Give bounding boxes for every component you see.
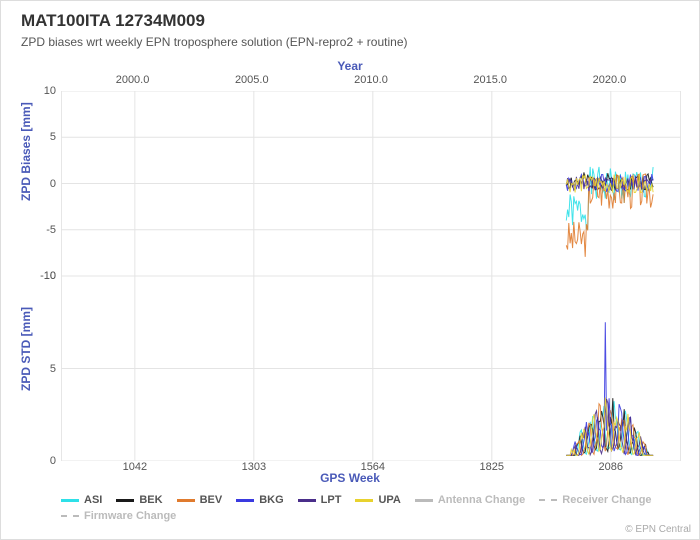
- y2-tick: 10: [44, 270, 56, 282]
- top-tick: 2015.0: [473, 74, 507, 86]
- chart-svg: [61, 91, 681, 461]
- legend-swatch: [298, 499, 316, 502]
- top-axis-label: Year: [337, 59, 362, 73]
- legend-swatch: [61, 499, 79, 502]
- legend-label: Receiver Change: [562, 494, 651, 506]
- top-tick: 2020.0: [593, 74, 627, 86]
- legend-item-change: Antenna Change: [415, 494, 525, 506]
- y1-tick: -5: [46, 224, 56, 236]
- bottom-tick: 1042: [123, 461, 147, 473]
- legend-swatch: [415, 499, 433, 502]
- legend: ASI BEK BEV BKG LPT UPA Antenna Change Receiver…: [61, 494, 681, 522]
- top-ticks: 2000.0 2005.0 2010.0 2015.0 2020.0: [61, 74, 681, 89]
- bottom-ticks: 1042 1303 1564 1825 2086: [61, 461, 681, 476]
- top-tick: 2010.0: [354, 74, 388, 86]
- legend-label: BEV: [200, 494, 223, 506]
- legend-swatch: [539, 499, 557, 501]
- legend-item-bek: BEK: [116, 494, 162, 506]
- subtitle: ZPD biases wrt weekly EPN troposphere so…: [21, 35, 408, 49]
- legend-swatch: [177, 499, 195, 502]
- y1-tick: 0: [50, 178, 56, 190]
- legend-label: LPT: [321, 494, 342, 506]
- legend-label: Antenna Change: [438, 494, 525, 506]
- legend-item-lpt: LPT: [298, 494, 342, 506]
- chart-container: MAT100ITA 12734M009 ZPD biases wrt weekl…: [0, 0, 700, 540]
- bottom-tick: 1564: [361, 461, 385, 473]
- legend-swatch: [355, 499, 373, 502]
- legend-item-bev: BEV: [177, 494, 223, 506]
- legend-swatch: [116, 499, 134, 502]
- y1-tick: 5: [50, 131, 56, 143]
- y2-tick: 0: [50, 455, 56, 467]
- chart-area: [61, 91, 681, 461]
- legend-swatch: [236, 499, 254, 502]
- y2-tick: 5: [50, 363, 56, 375]
- bottom-tick: 1303: [242, 461, 266, 473]
- legend-label: Firmware Change: [84, 510, 176, 522]
- bottom-tick: 1825: [480, 461, 504, 473]
- top-tick: 2000.0: [116, 74, 150, 86]
- y1-tick: 10: [44, 85, 56, 97]
- y-ticks: -10-505100510: [1, 91, 56, 461]
- legend-label: BEK: [139, 494, 162, 506]
- page-title: MAT100ITA 12734M009: [21, 11, 205, 31]
- bottom-tick: 2086: [599, 461, 623, 473]
- legend-item-bkg: BKG: [236, 494, 283, 506]
- legend-item-change: Receiver Change: [539, 494, 651, 506]
- legend-swatch: [61, 515, 79, 517]
- legend-label: ASI: [84, 494, 102, 506]
- legend-item-change: Firmware Change: [61, 510, 176, 522]
- legend-item-asi: ASI: [61, 494, 102, 506]
- top-tick: 2005.0: [235, 74, 269, 86]
- legend-label: BKG: [259, 494, 283, 506]
- credit: © EPN Central: [625, 524, 691, 535]
- legend-item-upa: UPA: [355, 494, 400, 506]
- legend-label: UPA: [378, 494, 400, 506]
